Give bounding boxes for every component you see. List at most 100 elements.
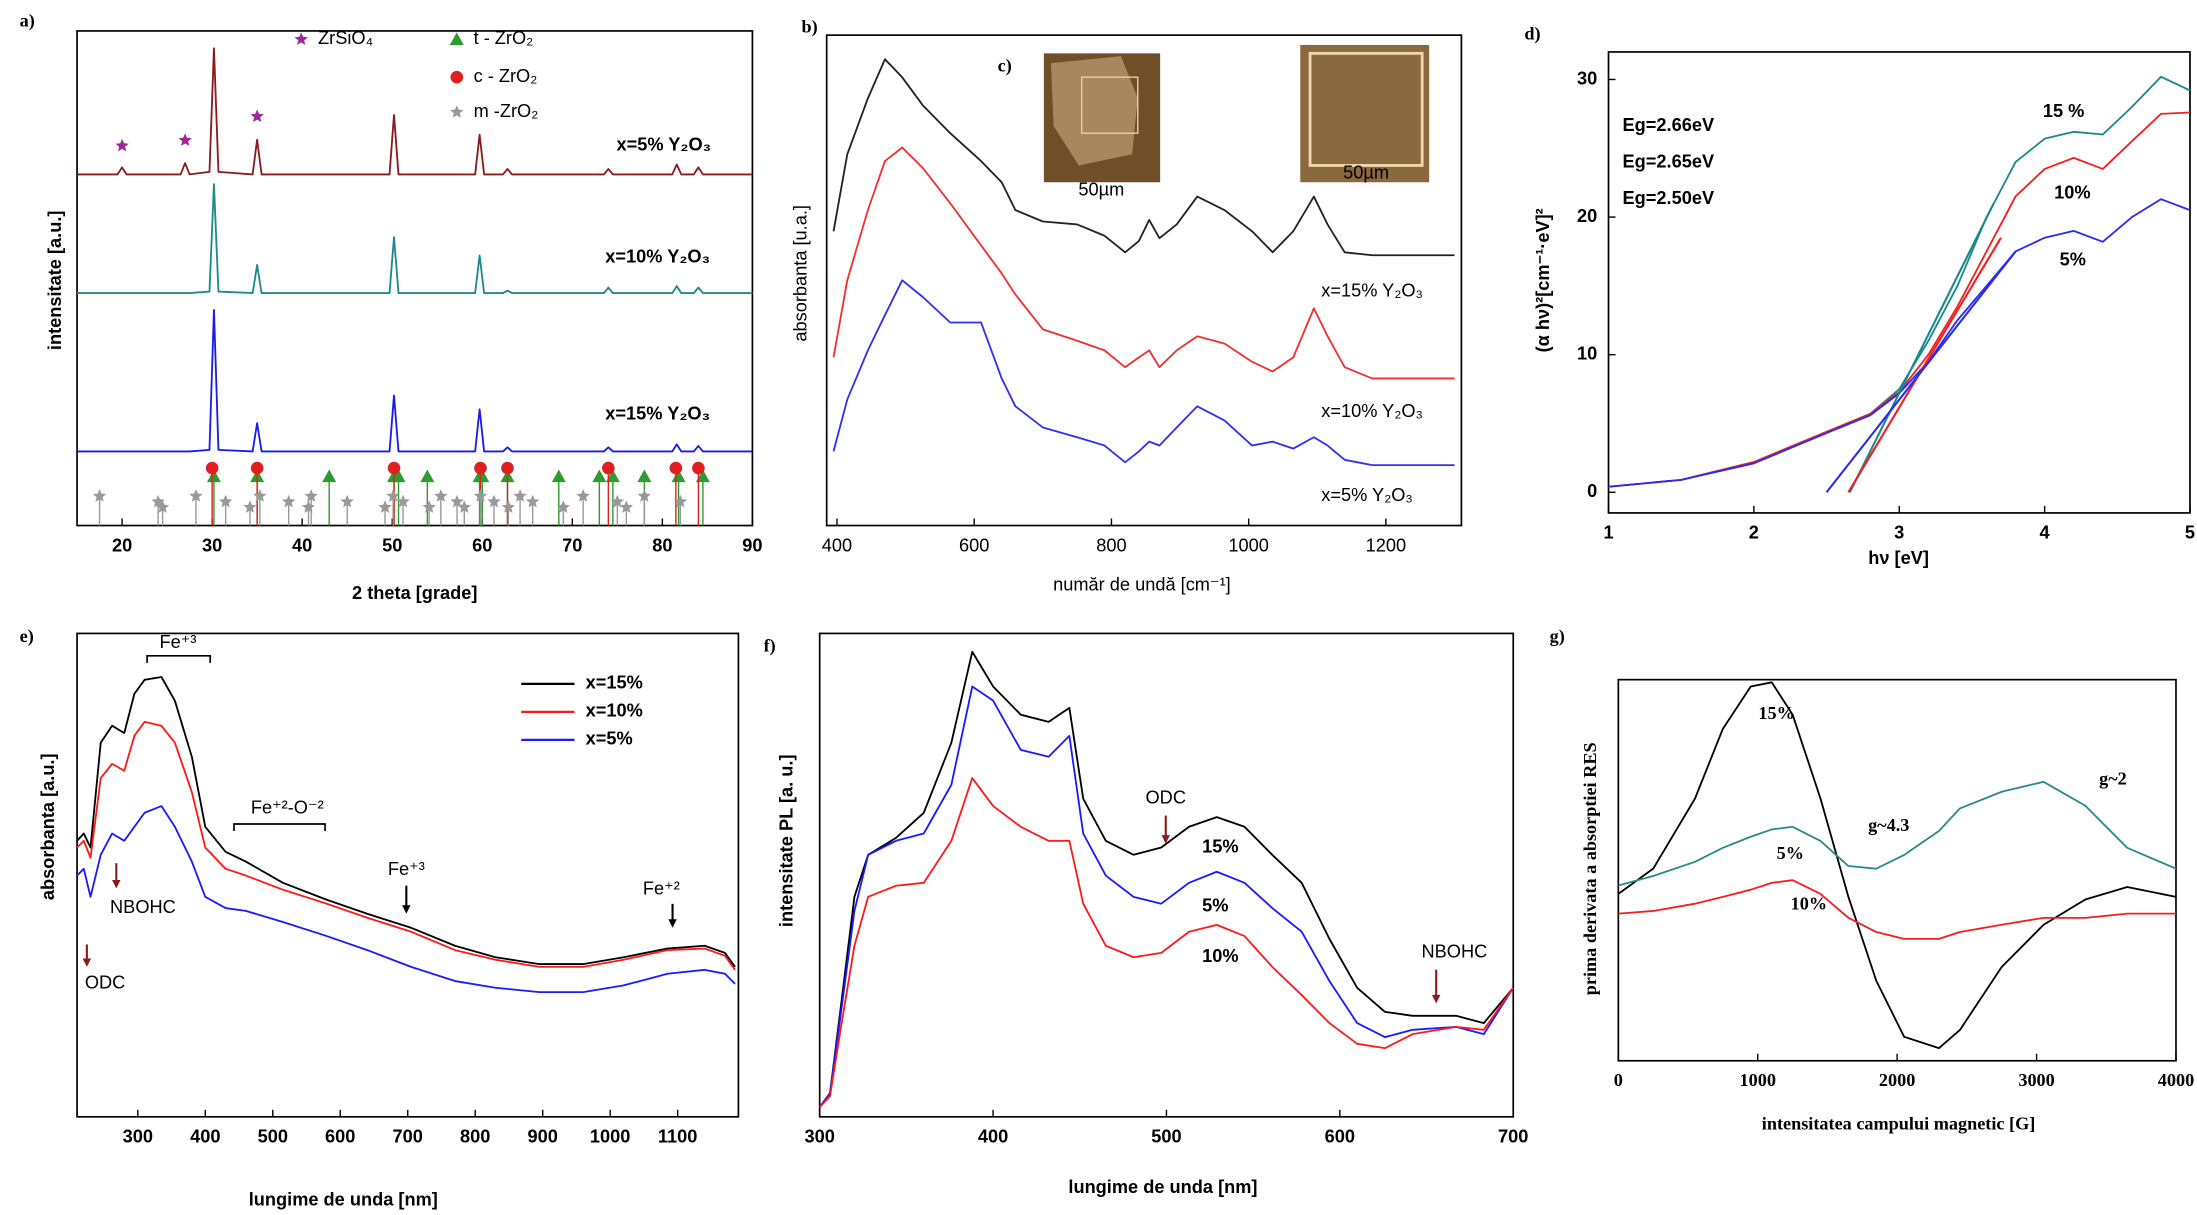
reference-peak (501, 500, 516, 526)
star-marker (218, 494, 233, 508)
reference-peak (556, 500, 570, 526)
reference-peak (673, 494, 687, 526)
reference-peak (592, 469, 607, 526)
annotation: NBOHC (1422, 942, 1488, 962)
series-label: x=10% Y₂O₃ (605, 247, 710, 267)
star-marker (378, 500, 392, 513)
annotation: Fe⁺³ (159, 632, 196, 652)
annotation: g~2 (2099, 769, 2127, 789)
series-line (1618, 879, 2176, 940)
x-tick-label: 2000 (1879, 1070, 1915, 1090)
band-gap-label: Eg=2.66eV (1623, 115, 1715, 135)
x-tick-label: 1000 (1740, 1070, 1776, 1090)
reference-peak (386, 489, 400, 526)
plot-frame (76, 30, 754, 527)
x-tick-label: 500 (258, 1127, 288, 1147)
series-label: x=5% Y₂O₃ (617, 135, 712, 155)
x-tick-label: 400 (822, 535, 852, 555)
star-marker (637, 489, 651, 502)
reference-legend-label: t - ZrO₂ (474, 28, 534, 48)
triangle-marker (671, 469, 686, 483)
y-tick-label: 10 (1577, 343, 1597, 363)
fit-line (1847, 237, 2002, 493)
x-tick-label: 70 (562, 535, 582, 555)
reference-peak (475, 469, 490, 526)
series-line (1608, 111, 2191, 488)
star-marker (253, 489, 267, 502)
series-label: 5% (2060, 250, 2086, 270)
reference-peak (282, 494, 296, 526)
reference-legend-label: ZrSiO₄ (318, 28, 373, 48)
x-tick-label: 80 (652, 535, 672, 555)
legend-label: x=15% (586, 673, 643, 693)
y-axis-label: intensitate PL [a. u.] (776, 754, 796, 927)
annotation-arrowhead (82, 958, 92, 967)
reference-peak (243, 500, 257, 526)
series-line (77, 47, 753, 176)
reference-peak (396, 494, 410, 526)
x-tick-label: 50 (382, 535, 402, 555)
reference-peak (487, 494, 501, 526)
inset-sample (1050, 56, 1138, 166)
annotation: Fe⁺³ (388, 859, 425, 879)
legend-label: x=10% (586, 701, 643, 721)
legend-label: x=5% (586, 729, 633, 749)
reference-legend-label: c - ZrO₂ (474, 66, 538, 86)
reference-peak (450, 494, 464, 526)
x-tick-label: 4 (2040, 523, 2051, 543)
star-marker (434, 489, 448, 502)
circle-marker (501, 461, 514, 475)
reference-peak (501, 461, 514, 526)
x-axis-label: lungime de unda [nm] (1068, 1177, 1257, 1197)
x-tick-label: 20 (112, 535, 132, 555)
reference-peak (189, 489, 203, 526)
series-line (77, 183, 753, 294)
y-axis-label: (α hν)²[cm⁻¹·eV]² (1533, 208, 1553, 352)
star-marker (115, 138, 129, 152)
reference-peak (669, 461, 683, 526)
reference-legend-label: m -ZrO₂ (474, 101, 539, 121)
band-gap-label: Eg=2.50eV (1623, 188, 1715, 208)
scale-bar-label: 50µm (1343, 163, 1389, 183)
x-axis-label: hν [eV] (1868, 548, 1929, 568)
reference-peak (205, 461, 219, 526)
reference-peak (218, 494, 233, 526)
x-tick-label: 60 (472, 535, 492, 555)
annotation: ODC (1146, 788, 1186, 808)
x-tick-label: 30 (202, 535, 222, 555)
reference-peak (457, 500, 471, 526)
triangle-marker (475, 469, 490, 483)
star-marker (340, 494, 354, 508)
reference-peak (378, 500, 392, 526)
series-line (832, 279, 1455, 467)
circle-marker (669, 461, 683, 475)
x-tick-label: 800 (1096, 535, 1126, 555)
star-marker (673, 494, 687, 508)
circle-marker (602, 461, 615, 475)
plot-frame (818, 632, 1515, 1118)
annotation-arrowhead (402, 905, 411, 914)
star-marker (422, 500, 436, 513)
triangle-marker (592, 469, 607, 483)
triangle-marker (420, 469, 435, 483)
star-marker (525, 494, 540, 508)
x-tick-label: 900 (528, 1127, 558, 1147)
inset-label: c) (998, 56, 1012, 77)
annotation: ODC (85, 973, 125, 993)
triangle-marker (605, 469, 620, 483)
star-marker (396, 494, 410, 508)
series-label: 5% (1777, 843, 1804, 863)
series-line (76, 676, 736, 968)
reference-peak (322, 469, 337, 526)
annotation-bracket (146, 654, 212, 663)
triangle-marker (637, 469, 652, 483)
y-tick-label: 20 (1577, 206, 1597, 226)
x-tick-label: 600 (325, 1127, 355, 1147)
x-tick-label: 1 (1603, 523, 1613, 543)
reference-peak (206, 469, 221, 526)
fit-line (1848, 202, 1995, 493)
y-tick-label: 0 (1587, 481, 1597, 501)
series-line (832, 146, 1455, 380)
star-marker (473, 489, 488, 502)
y-axis-label: absorbanta [a.u.] (38, 753, 58, 900)
